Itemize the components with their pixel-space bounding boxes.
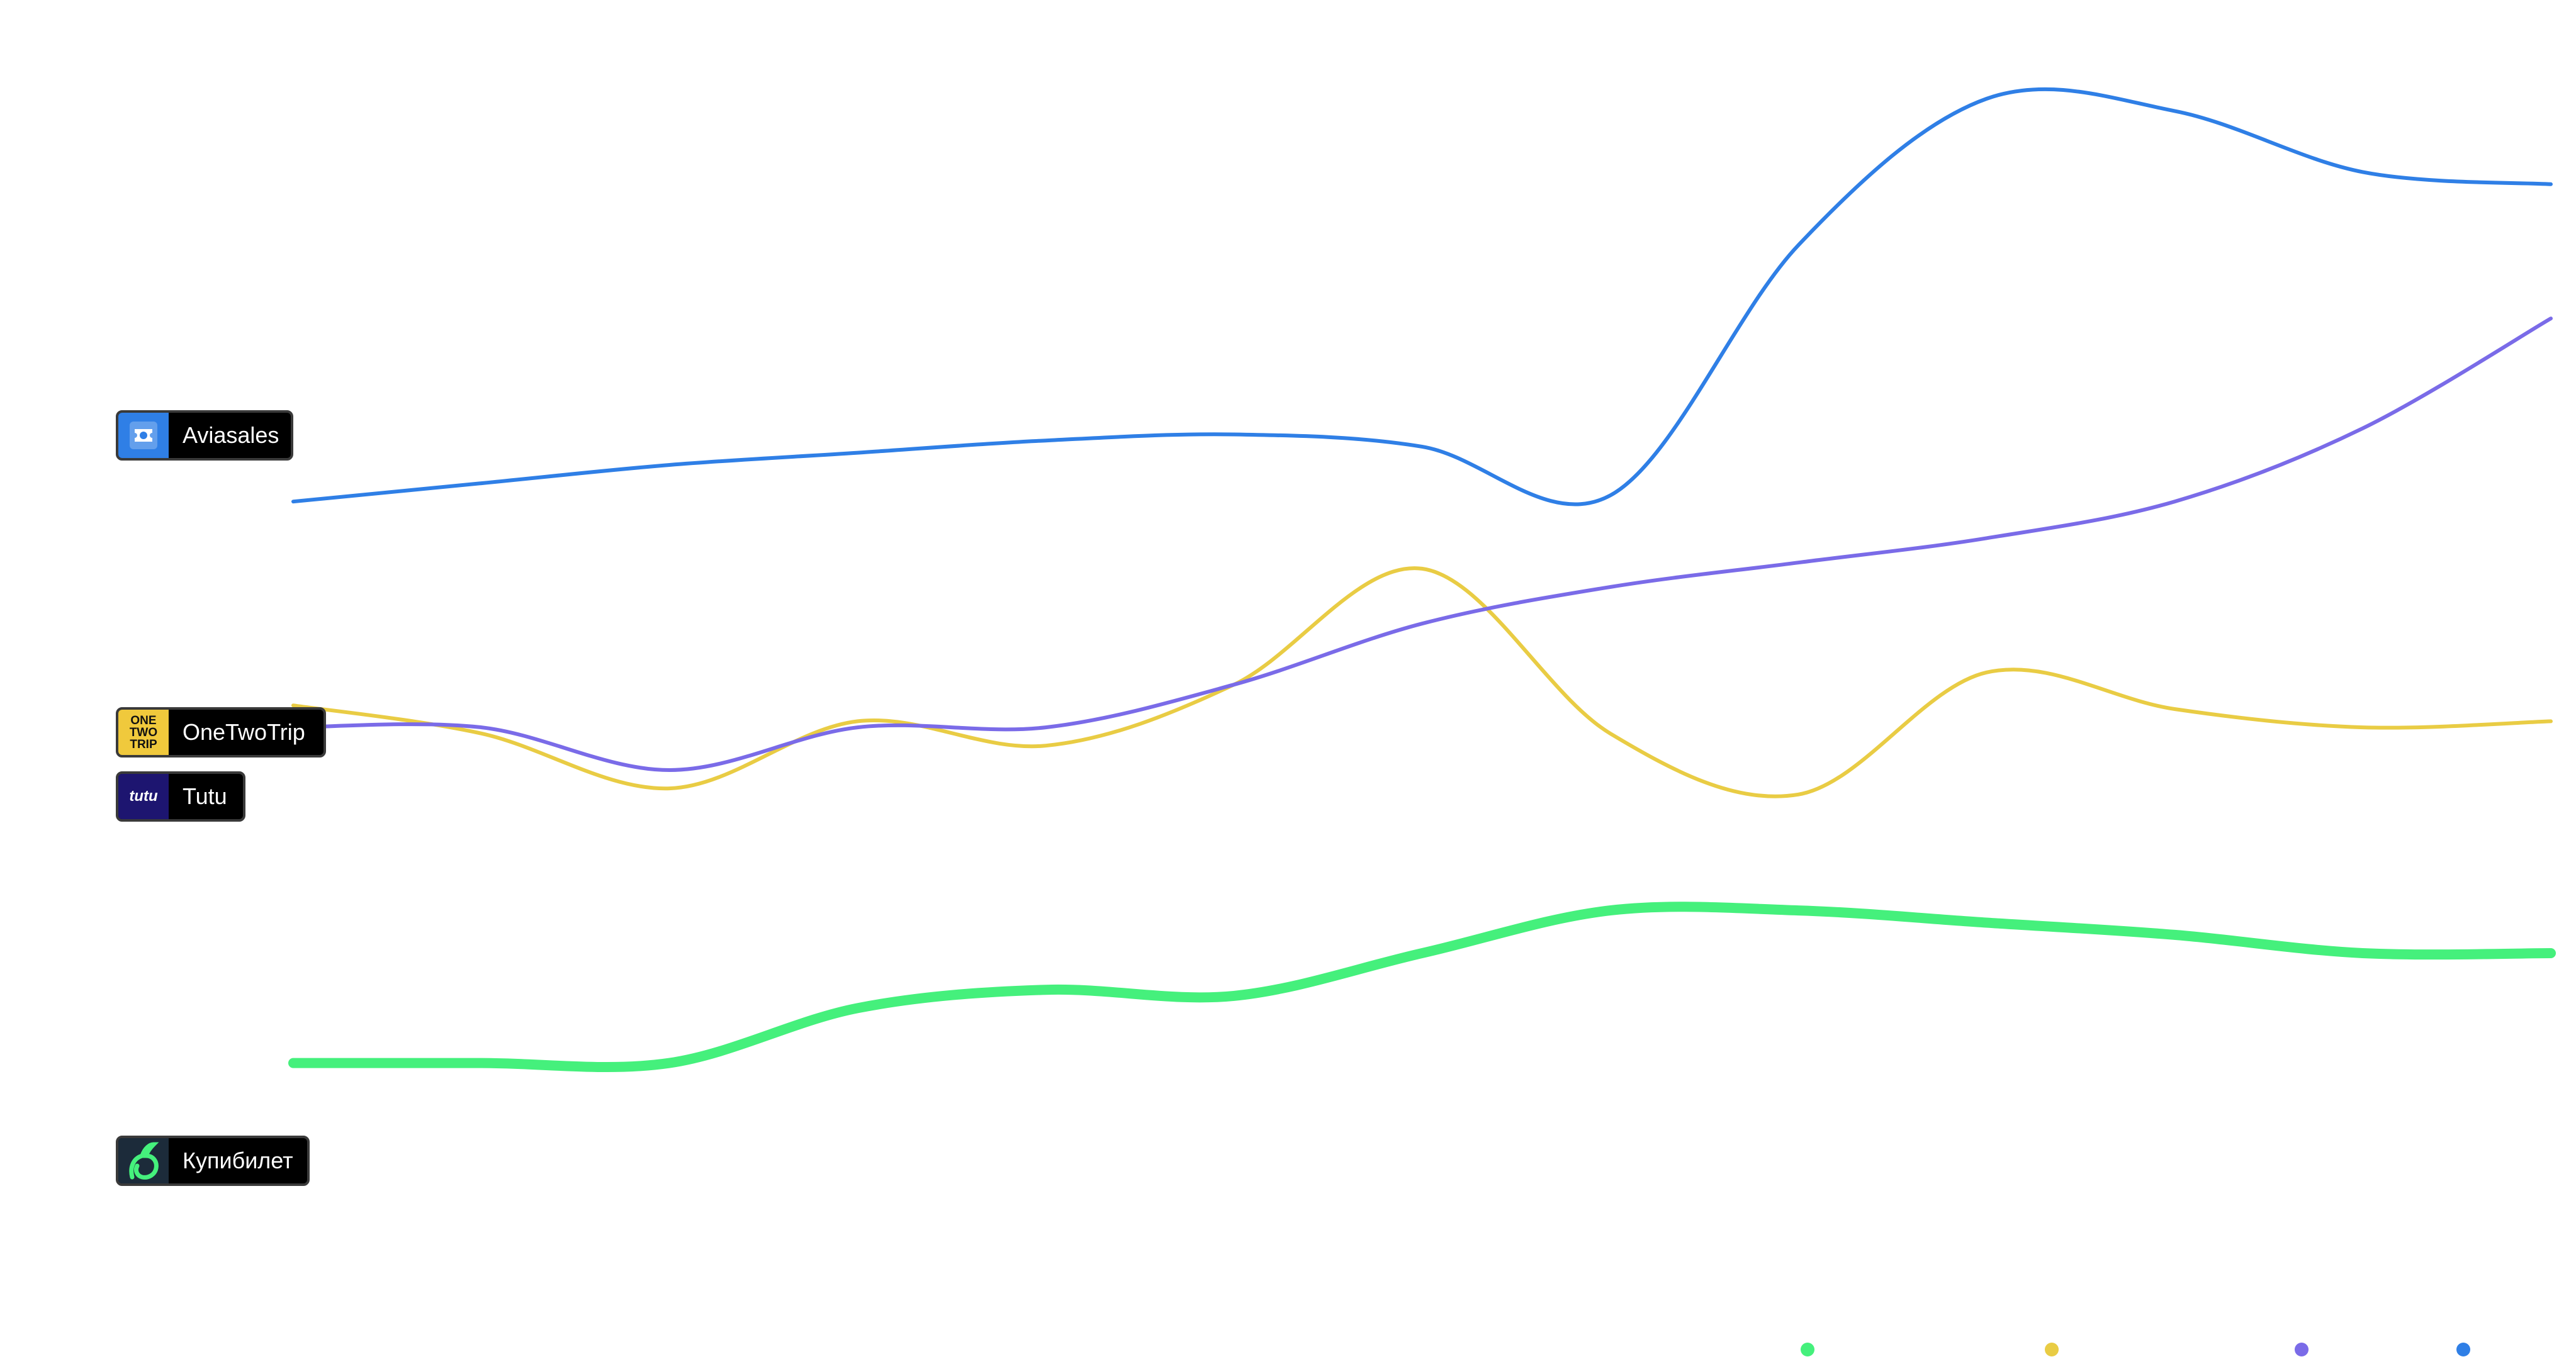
series-label-kupibilet: Купибилет (116, 1136, 310, 1186)
series-line-kupibilet (288, 902, 2556, 1073)
series-line-onetwotrip (291, 566, 2553, 798)
series-layer (288, 87, 2556, 1073)
legend-dot-onetwotrip (2045, 1343, 2059, 1356)
series-line-aviasales (291, 87, 2553, 506)
kupibilet-logo-icon (118, 1138, 169, 1183)
series-line-tutu (291, 316, 2553, 772)
series-label-aviasales: Aviasales (116, 410, 293, 461)
series-label-text: Tutu (183, 783, 227, 809)
legend-dot-tutu (2295, 1343, 2309, 1356)
series-label-text: Купибилет (183, 1148, 293, 1173)
onetwotrip-logo-icon: ONE TWO TRIP (118, 710, 169, 755)
tutu-logo-text: tutu (129, 788, 158, 805)
series-label-text: OneTwoTrip (183, 719, 305, 745)
legend-dot-aviasales (2456, 1343, 2470, 1356)
onetwotrip-logo-line: TWO (129, 725, 158, 739)
onetwotrip-logo-line: TRIP (130, 737, 157, 751)
series-label-tutu: tutu Tutu (116, 771, 245, 822)
aviasales-logo-icon (118, 413, 169, 458)
onetwotrip-logo-line: ONE (130, 713, 157, 727)
legend-dot-kupibilet (1801, 1343, 1814, 1356)
tutu-logo-icon: tutu (118, 774, 169, 819)
series-label-text: Aviasales (183, 422, 279, 448)
series-label-onetwotrip: ONE TWO TRIP OneTwoTrip (116, 707, 326, 757)
